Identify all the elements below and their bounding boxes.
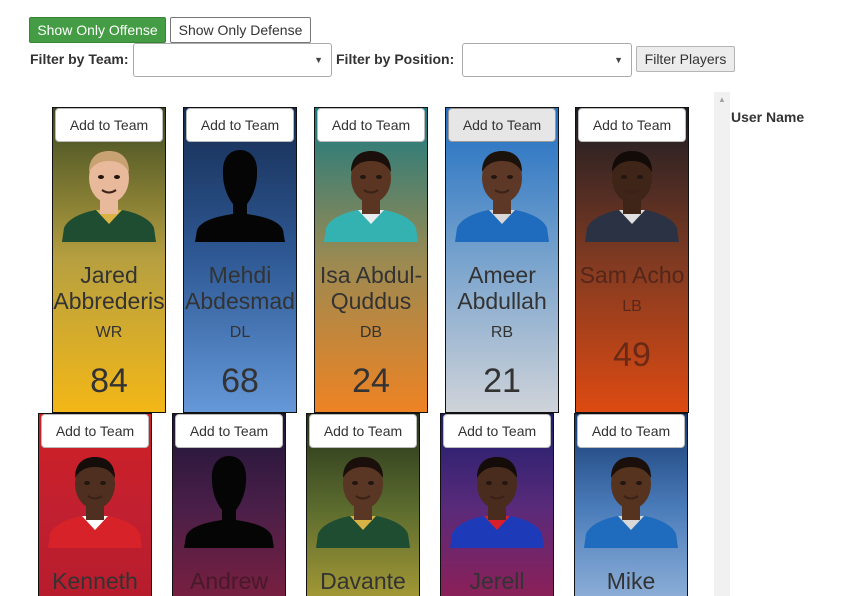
player-full-name: Sam Acho [576, 262, 688, 288]
scrollbar[interactable]: ▲ [714, 92, 730, 596]
add-to-team-button[interactable]: Add to Team [186, 108, 294, 142]
chevron-down-icon: ▼ [614, 55, 623, 65]
player-position: RB [490, 324, 514, 341]
show-offense-button[interactable]: Show Only Offense [29, 17, 166, 43]
player-card: Add to Team Davante [306, 413, 420, 596]
player-first-name: Davante [320, 568, 406, 594]
add-to-team-button[interactable]: Add to Team [309, 414, 417, 448]
add-to-team-button[interactable]: Add to Team [41, 414, 149, 448]
player-last-name: Acho [631, 262, 685, 288]
team-filter-label: Filter by Team: [30, 51, 129, 67]
chevron-down-icon: ▼ [314, 55, 323, 65]
player-last-name: Abbrederis [53, 288, 165, 314]
team-filter-select[interactable]: ▼ [133, 43, 332, 77]
add-to-team-button[interactable]: Add to Team [175, 414, 283, 448]
player-first-name: Mike [606, 568, 656, 594]
player-position: DL [229, 324, 251, 341]
player-first-name: Mehdi [208, 262, 272, 288]
player-photo [451, 144, 553, 242]
user-name-heading: User Name [731, 109, 805, 125]
scroll-up-icon[interactable]: ▲ [718, 95, 726, 104]
player-number: 84 [90, 362, 128, 400]
player-card: Add to Team Sam Acho LB 49 [575, 107, 689, 413]
player-card: Add to Team Kenneth [38, 413, 152, 596]
player-first-name: Andrew [190, 568, 268, 594]
show-defense-button[interactable]: Show Only Defense [170, 17, 311, 43]
player-photo [44, 450, 146, 548]
player-photo [320, 144, 422, 242]
player-number: 68 [221, 362, 259, 400]
player-photo [312, 450, 414, 548]
player-number: 49 [613, 336, 651, 374]
player-photo [580, 450, 682, 548]
player-card: Add to Team Mike [574, 413, 688, 596]
player-first-name: Jerell [469, 568, 525, 594]
player-first-name: Ameer [468, 262, 536, 288]
player-number: 21 [483, 362, 521, 400]
player-first-name: Kenneth [52, 568, 138, 594]
player-last-name: Quddus [330, 288, 412, 314]
player-position: LB [622, 298, 642, 315]
position-filter-select[interactable]: ▼ [462, 43, 632, 77]
player-photo [58, 144, 160, 242]
player-last-name: Abdesmad [185, 288, 295, 314]
player-position: WR [95, 324, 123, 341]
player-card: Add to Team Ameer Abdullah RB 21 [445, 107, 559, 413]
position-filter-label: Filter by Position: [336, 51, 455, 67]
add-to-team-button[interactable]: Add to Team [317, 108, 425, 142]
add-to-team-button[interactable]: Add to Team [55, 108, 163, 142]
player-first-name: Isa Abdul- [319, 262, 423, 288]
add-to-team-button[interactable]: Add to Team [443, 414, 551, 448]
player-photo [446, 450, 548, 548]
add-to-team-button[interactable]: Add to Team [577, 414, 685, 448]
player-last-name: Abdullah [457, 288, 547, 314]
player-photo [189, 144, 291, 242]
add-to-team-button[interactable]: Add to Team [448, 108, 556, 142]
add-to-team-button[interactable]: Add to Team [578, 108, 686, 142]
player-card: Add to Team Jared Abbrederis WR 84 [52, 107, 166, 413]
player-first-name: Jared [80, 262, 138, 288]
player-card: Add to Team Isa Abdul- Quddus DB 24 [314, 107, 428, 413]
player-card: Add to Team Andrew [172, 413, 286, 596]
player-position: DB [359, 324, 383, 341]
player-card: Add to Team Mehdi Abdesmad DL 68 [183, 107, 297, 413]
player-card: Add to Team Jerell [440, 413, 554, 596]
player-photo [178, 450, 280, 548]
player-number: 24 [352, 362, 390, 400]
player-grid: Add to Team Jared Abbrederis WR 84 Add to… [38, 107, 689, 596]
filter-players-button[interactable]: Filter Players [636, 46, 735, 72]
player-first-name: Sam [579, 262, 627, 288]
player-photo [581, 144, 683, 242]
